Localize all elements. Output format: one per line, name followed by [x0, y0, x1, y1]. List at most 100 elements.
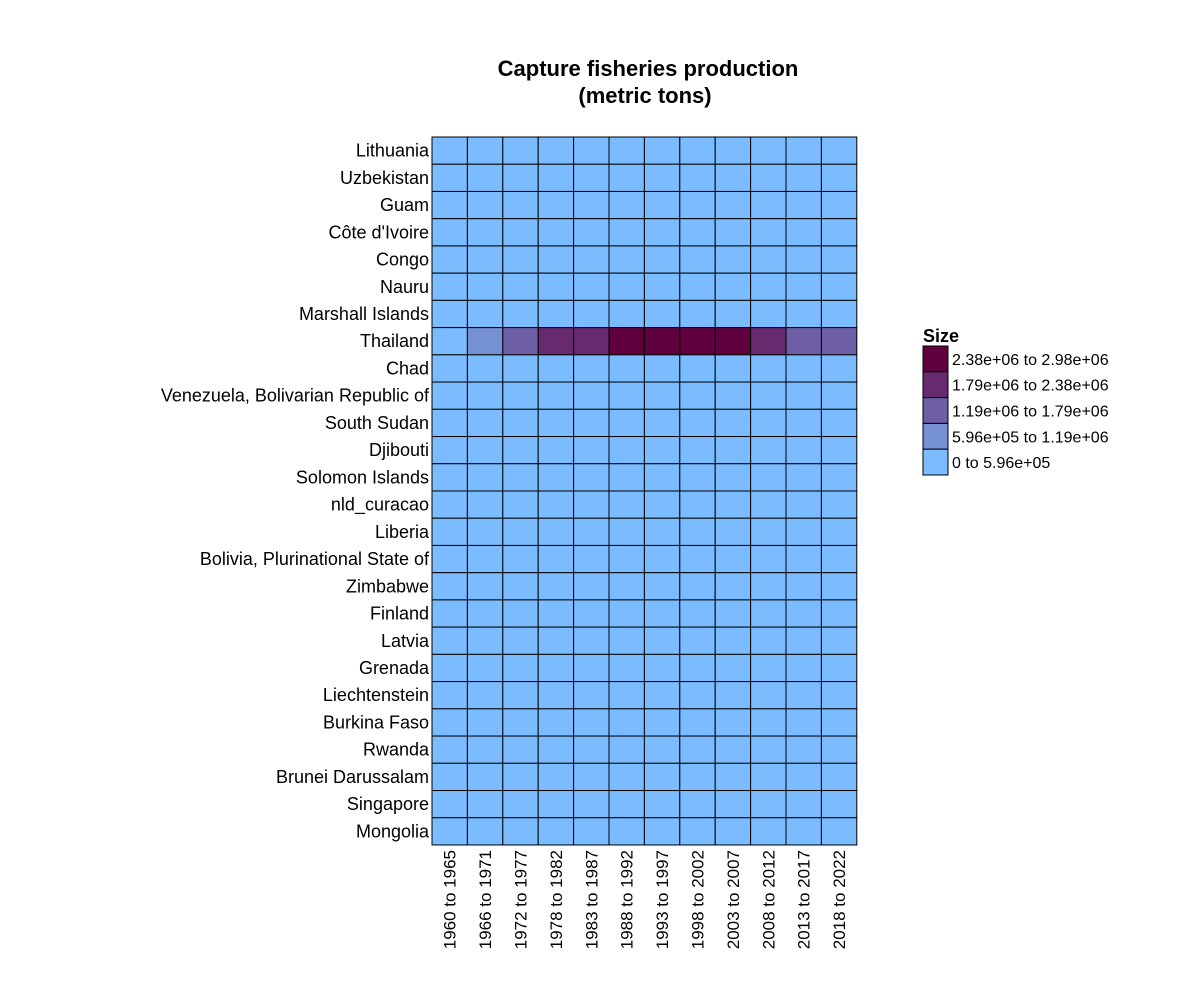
column-label-2003-to-2007: 2003 to 2007	[724, 850, 743, 949]
cell-brunei-darussalam-1972-to-1977	[502, 762, 539, 792]
cell-mongolia-1983-to-1987	[573, 817, 610, 846]
cell-brunei-darussalam-1978-to-1982	[537, 762, 575, 792]
cell-rwanda-1998-to-2002	[679, 735, 716, 764]
cell-chad-2018-to-2022	[820, 354, 858, 383]
cell-liberia-1978-to-1982	[537, 517, 575, 546]
cell-liechtenstein-1972-to-1977	[502, 681, 539, 710]
cell-nauru-2018-to-2022	[820, 272, 858, 301]
column-label-1998-to-2002: 1998 to 2002	[689, 850, 708, 949]
cell-chad-2013-to-2017	[785, 354, 822, 383]
cell-rwanda-2013-to-2017	[785, 735, 822, 764]
cell-finland-1978-to-1982	[537, 599, 575, 628]
cell-liechtenstein-2003-to-2007	[714, 681, 752, 710]
cell-nld-curacao-1966-to-1971	[466, 490, 504, 519]
row-label-brunei-darussalam: Brunei Darussalam	[276, 767, 429, 787]
cell-singapore-1966-to-1971	[466, 790, 504, 819]
cell-chad-1993-to-1997	[643, 354, 681, 383]
cell-cote-d-ivoire-1960-to-1965	[431, 218, 468, 247]
cell-finland-2003-to-2007	[714, 599, 752, 628]
cell-singapore-2018-to-2022	[820, 790, 858, 819]
cell-cote-d-ivoire-1972-to-1977	[502, 218, 539, 247]
cell-marshall-islands-2008-to-2012	[750, 299, 787, 329]
cell-lithuania-1978-to-1982	[537, 136, 575, 165]
cell-finland-1993-to-1997	[643, 599, 681, 628]
cell-bolivia-plurinational-state-of-1966-to-1971	[466, 544, 504, 574]
legend-label-3: 1.79e+06 to 2.38e+06	[952, 378, 1109, 395]
cell-solomon-islands-1993-to-1997	[643, 463, 681, 492]
chart-subtitle: (metric tons)	[578, 83, 711, 108]
cell-djibouti-2003-to-2007	[714, 436, 752, 465]
cell-marshall-islands-1978-to-1982	[537, 299, 575, 329]
legend-swatch-2	[922, 397, 949, 424]
cell-zimbabwe-1972-to-1977	[502, 572, 539, 601]
cell-venezuela-bolivarian-republic-of-1998-to-2002	[679, 381, 716, 410]
cell-nld-curacao-2018-to-2022	[820, 490, 858, 519]
cell-nld-curacao-1993-to-1997	[643, 490, 681, 519]
cell-djibouti-1960-to-1965	[431, 436, 468, 465]
cell-south-sudan-1998-to-2002	[679, 408, 716, 438]
cell-burkina-faso-1993-to-1997	[643, 708, 681, 737]
cell-nauru-2008-to-2012	[750, 272, 787, 301]
cell-bolivia-plurinational-state-of-1988-to-1992	[608, 544, 645, 574]
cell-south-sudan-1978-to-1982	[537, 408, 575, 438]
cell-south-sudan-2018-to-2022	[820, 408, 858, 438]
cell-burkina-faso-1966-to-1971	[466, 708, 504, 737]
cell-guam-2003-to-2007	[714, 190, 752, 220]
cell-congo-1998-to-2002	[679, 245, 716, 274]
cell-nld-curacao-1998-to-2002	[679, 490, 716, 519]
cell-lithuania-1998-to-2002	[679, 136, 716, 165]
cell-rwanda-1966-to-1971	[466, 735, 504, 764]
cell-lithuania-1966-to-1971	[466, 136, 504, 165]
cell-liechtenstein-1998-to-2002	[679, 681, 716, 710]
cell-finland-2013-to-2017	[785, 599, 822, 628]
cell-liberia-2013-to-2017	[785, 517, 822, 546]
cell-brunei-darussalam-2018-to-2022	[820, 762, 858, 792]
cell-liechtenstein-2018-to-2022	[820, 681, 858, 710]
column-label-1960-to-1965: 1960 to 1965	[441, 850, 460, 949]
cell-lithuania-1972-to-1977	[502, 136, 539, 165]
cell-rwanda-1978-to-1982	[537, 735, 575, 764]
cell-venezuela-bolivarian-republic-of-1978-to-1982	[537, 381, 575, 410]
legend: Size 2.38e+06 to 2.98e+06 1.79e+06 to 2.3…	[922, 326, 1109, 476]
cell-rwanda-1993-to-1997	[643, 735, 681, 764]
cell-thailand-1960-to-1965	[431, 327, 468, 356]
cell-south-sudan-1960-to-1965	[431, 408, 468, 438]
cell-rwanda-1988-to-1992	[608, 735, 645, 764]
cell-singapore-1988-to-1992	[608, 790, 645, 819]
cell-lithuania-1988-to-1992	[608, 136, 645, 165]
cell-nld-curacao-1960-to-1965	[431, 490, 468, 519]
cell-uzbekistan-2018-to-2022	[820, 163, 858, 192]
cell-latvia-2008-to-2012	[750, 626, 787, 655]
cell-marshall-islands-2003-to-2007	[714, 299, 752, 329]
cell-nld-curacao-2008-to-2012	[750, 490, 787, 519]
cell-nauru-2013-to-2017	[785, 272, 822, 301]
cell-brunei-darussalam-1960-to-1965	[431, 762, 468, 792]
cell-venezuela-bolivarian-republic-of-2013-to-2017	[785, 381, 822, 410]
cell-grenada-1966-to-1971	[466, 653, 504, 683]
cell-marshall-islands-1983-to-1987	[573, 299, 610, 329]
cell-guam-2008-to-2012	[750, 190, 787, 220]
cell-latvia-1960-to-1965	[431, 626, 468, 655]
cell-zimbabwe-1966-to-1971	[466, 572, 504, 601]
cell-djibouti-1988-to-1992	[608, 436, 645, 465]
cell-rwanda-2003-to-2007	[714, 735, 752, 764]
cell-grenada-1998-to-2002	[679, 653, 716, 683]
cell-singapore-2013-to-2017	[785, 790, 822, 819]
cell-latvia-1993-to-1997	[643, 626, 681, 655]
cell-grenada-1993-to-1997	[643, 653, 681, 683]
legend-swatch-4	[922, 345, 949, 373]
cell-zimbabwe-1978-to-1982	[537, 572, 575, 601]
row-label-guam: Guam	[380, 195, 429, 215]
cell-djibouti-1998-to-2002	[679, 436, 716, 465]
row-label-liberia: Liberia	[375, 522, 430, 542]
cell-thailand-2003-to-2007	[714, 327, 752, 356]
cell-venezuela-bolivarian-republic-of-2008-to-2012	[750, 381, 787, 410]
cell-solomon-islands-1988-to-1992	[608, 463, 645, 492]
cell-uzbekistan-2003-to-2007	[714, 163, 752, 192]
cell-thailand-1966-to-1971	[466, 327, 504, 356]
cell-thailand-2018-to-2022	[820, 327, 858, 356]
cell-finland-2008-to-2012	[750, 599, 787, 628]
column-label-2008-to-2012: 2008 to 2012	[759, 850, 778, 949]
cell-chad-2003-to-2007	[714, 354, 752, 383]
cell-nauru-1978-to-1982	[537, 272, 575, 301]
